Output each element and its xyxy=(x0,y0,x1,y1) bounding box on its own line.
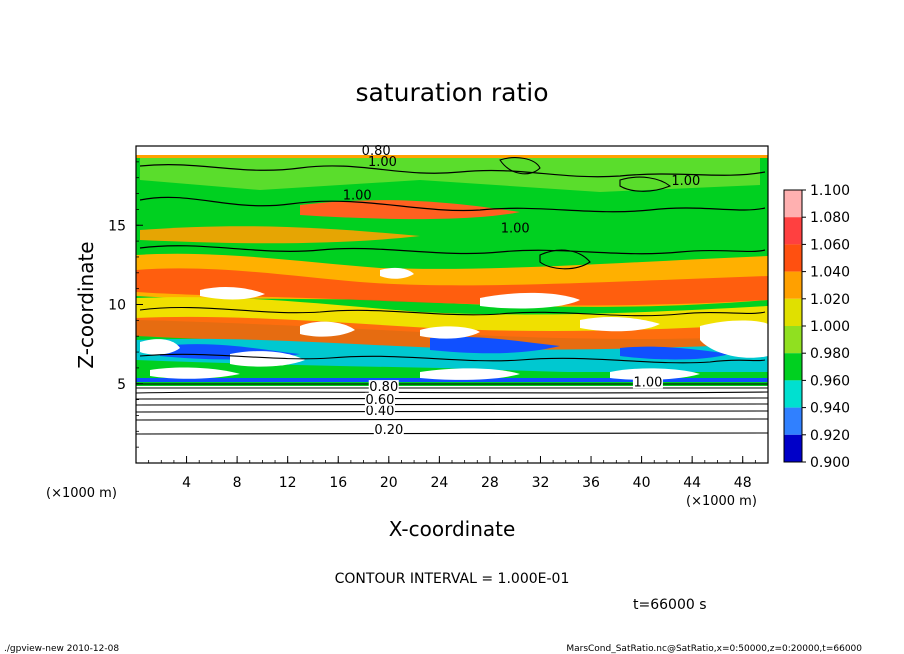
x-tick-label: 40 xyxy=(633,475,651,491)
footer-left: ./gpview-new 2010-12-08 xyxy=(4,644,119,654)
contour-loop-3 xyxy=(539,249,591,270)
x-tick-label: 32 xyxy=(532,475,550,491)
x-tick-label: 20 xyxy=(380,475,398,491)
x-tick-label: 48 xyxy=(734,475,752,491)
colorbar-label: 1.000 xyxy=(810,319,850,335)
white-patch-10 xyxy=(420,368,520,380)
contour-label: 1.00 xyxy=(671,174,700,189)
white-patch-12 xyxy=(380,267,414,279)
x-axis-label: X-coordinate xyxy=(389,517,516,541)
contour-label: 1.00 xyxy=(368,155,397,170)
colorbar-label: 0.980 xyxy=(810,346,850,362)
white-patch-8 xyxy=(300,321,355,337)
white-patch-9 xyxy=(150,367,240,379)
y-tick-marks: 5 10 15 xyxy=(108,161,143,448)
colorbar-label: 1.080 xyxy=(810,210,850,226)
upper-red-band xyxy=(300,200,520,220)
time-label: t=66000 s xyxy=(633,597,707,613)
white-patch-6 xyxy=(140,339,180,355)
colorbar: 1.100 1.080 1.060 1.040 1.020 1.000 0.980 0.960… xyxy=(783,183,850,471)
chart-title: saturation ratio xyxy=(355,78,548,107)
upper-orange-band xyxy=(140,226,420,244)
top-white-strip xyxy=(136,146,768,155)
colorbar-swatch xyxy=(784,271,802,299)
contour-line-a xyxy=(139,196,766,213)
contour-label: 1.00 xyxy=(343,188,372,203)
x-tick-label: 16 xyxy=(329,475,347,491)
contour-label: 1.00 xyxy=(633,375,662,390)
contour-labels: 0.200.400.600.80 1.001.001.001.001.000.80 xyxy=(343,144,701,438)
white-patch-5 xyxy=(700,320,768,358)
y-tick-label: 10 xyxy=(108,298,126,314)
contour-label: 0.40 xyxy=(365,404,394,419)
cyan-band xyxy=(136,338,768,374)
white-patch-2 xyxy=(480,292,580,309)
colorbar-swatch xyxy=(784,353,802,381)
white-patch-1 xyxy=(200,287,265,300)
white-patch-3 xyxy=(580,317,660,332)
x-tick-label: 24 xyxy=(430,475,448,491)
top-orange-strip xyxy=(136,155,768,158)
contour-line-c xyxy=(139,306,766,317)
blue-patch-2 xyxy=(430,336,560,354)
colorbar-swatch xyxy=(784,298,802,326)
x-tick-marks: 4 8 12 16 20 24 28 32 36 40 44 48 xyxy=(148,456,756,491)
contour-label-bg xyxy=(364,392,395,406)
x-tick-label: 28 xyxy=(481,475,499,491)
field-region-lightgreen xyxy=(140,150,760,192)
y-axis-unit: (×1000 m) xyxy=(46,486,117,501)
colorbar-swatch xyxy=(784,190,802,218)
colorbar-label: 0.900 xyxy=(810,455,850,471)
colorbar-swatch xyxy=(784,407,802,435)
white-patch-4 xyxy=(420,326,480,339)
y-tick-label: 5 xyxy=(117,377,126,393)
colorbar-swatch xyxy=(784,434,802,462)
contour-loop-2 xyxy=(619,176,672,192)
colorbar-swatch xyxy=(784,217,802,245)
x-tick-label: 8 xyxy=(233,475,242,491)
contour-label-bg xyxy=(373,422,404,436)
bottom-blue-strip xyxy=(136,378,768,382)
x-tick-label: 36 xyxy=(582,475,600,491)
colorbar-swatch xyxy=(784,326,802,354)
contour-line-d xyxy=(139,353,766,364)
x-tick-label: 44 xyxy=(683,475,701,491)
colorbar-swatch xyxy=(784,380,802,408)
contour-label-bg xyxy=(368,380,399,394)
contour-label: 0.80 xyxy=(362,144,391,159)
colorbar-label: 1.100 xyxy=(810,183,850,199)
contour-loop-1 xyxy=(499,157,541,175)
mid-red-band xyxy=(136,268,768,306)
contour-label: 0.80 xyxy=(369,380,398,395)
colorbar-label: 1.020 xyxy=(810,292,850,308)
y-tick-label: 15 xyxy=(108,218,126,234)
contour-label: 0.20 xyxy=(374,423,403,438)
colorbar-label: 0.920 xyxy=(810,428,850,444)
colorbar-label: 0.960 xyxy=(810,373,850,389)
blue-patch-3 xyxy=(620,346,730,360)
colorbar-label: 1.060 xyxy=(810,237,850,253)
x-tick-label: 12 xyxy=(279,475,297,491)
contour-label: 1.00 xyxy=(501,222,530,237)
contour-label-bg xyxy=(364,403,395,417)
x-axis-unit: (×1000 m) xyxy=(686,494,757,509)
contour-line-upper xyxy=(139,164,766,178)
colorbar-label: 0.940 xyxy=(810,401,850,417)
contour-interval-text: CONTOUR INTERVAL = 1.000E-01 xyxy=(335,571,570,587)
white-patch-7 xyxy=(230,351,305,367)
contour-line-b xyxy=(139,245,766,255)
white-patch-11 xyxy=(610,368,700,380)
y-axis-label: Z-coordinate xyxy=(74,241,98,368)
contour-label-bg xyxy=(632,375,663,389)
colorbar-label: 1.040 xyxy=(810,265,850,281)
x-tick-label: 4 xyxy=(182,475,191,491)
footer-right: MarsCond_SatRatio.nc@SatRatio,x=0:50000,… xyxy=(566,644,862,654)
contour-label: 0.60 xyxy=(365,393,394,408)
colorbar-swatch xyxy=(784,244,802,272)
